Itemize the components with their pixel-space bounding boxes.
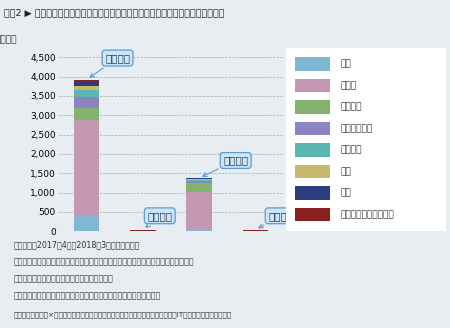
Bar (295, 79, 330, 92)
Bar (74, 86, 99, 90)
Text: 生命保険: 生命保険 (203, 155, 248, 176)
Bar (186, 193, 212, 229)
Bar (186, 179, 212, 180)
Text: 証券取引等監視委員会: 証券取引等監視委員会 (340, 210, 394, 219)
Bar (186, 180, 212, 181)
Bar (130, 230, 156, 231)
Text: 生活保護: 生活保護 (340, 103, 361, 112)
Bar (295, 100, 330, 114)
Text: 地方税: 地方税 (340, 81, 356, 90)
Text: 年金: 年金 (340, 189, 351, 197)
Bar (74, 108, 99, 120)
Bar (186, 181, 212, 183)
Bar (74, 215, 99, 231)
Bar (295, 57, 330, 71)
Text: 警察: 警察 (340, 167, 351, 176)
Bar (186, 229, 212, 231)
Text: （万件）: （万件） (0, 35, 17, 44)
Bar (295, 165, 330, 178)
Text: 国民健康保険: 国民健康保険 (340, 124, 372, 133)
Text: それ以外は金融機関側の回答を採用: それ以外は金融機関側の回答を採用 (14, 274, 113, 283)
Bar (74, 80, 99, 81)
Bar (243, 230, 268, 231)
Text: 国税: 国税 (340, 60, 351, 69)
Bar (74, 97, 99, 108)
Text: 介護保険: 介護保険 (340, 146, 361, 154)
Bar (186, 178, 212, 179)
Text: 採　用　値：生活保護、証券取引等監視委員会については行政機関側の回答を採用、: 採 用 値：生活保護、証券取引等監視委員会については行政機関側の回答を採用、 (14, 257, 194, 266)
Bar (74, 120, 99, 215)
Bar (74, 90, 99, 97)
Text: 拡大推計：信用金庫、信用組合、証券会社については拡大推計を実施: 拡大推計：信用金庫、信用組合、証券会社については拡大推計を実施 (14, 291, 161, 300)
Text: 期　　間：2017年4月〜2018年3月の年間合計値: 期 間：2017年4月〜2018年3月の年間合計値 (14, 240, 140, 249)
Bar (295, 143, 330, 157)
Bar (74, 81, 99, 86)
Text: 損害保険: 損害保険 (259, 211, 293, 228)
Text: ＊出典：金融機関×行政機関の情報連携検討会（事務局：内閣官房情報推進技術（IT）総合戦略室、金融庁）: ＊出典：金融機関×行政機関の情報連携検討会（事務局：内閣官房情報推進技術（IT）… (14, 312, 232, 318)
Bar (295, 208, 330, 221)
Bar (186, 183, 212, 193)
Text: 証券口座: 証券口座 (146, 211, 172, 227)
Bar (295, 186, 330, 200)
Text: 図表2 ▶ 行政機関から金融機関に対する書面による預貯金等の年間照会・回答件数: 図表2 ▶ 行政機関から金融機関に対する書面による預貯金等の年間照会・回答件数 (4, 8, 225, 17)
Bar (295, 122, 330, 135)
Text: 銀行口座: 銀行口座 (90, 53, 130, 77)
